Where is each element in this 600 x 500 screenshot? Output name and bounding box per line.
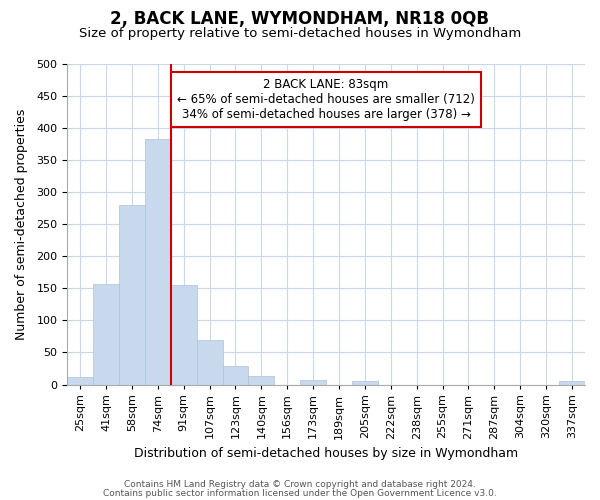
Text: Size of property relative to semi-detached houses in Wymondham: Size of property relative to semi-detach…: [79, 28, 521, 40]
Bar: [352, 382, 378, 384]
Text: Contains public sector information licensed under the Open Government Licence v3: Contains public sector information licen…: [103, 488, 497, 498]
Bar: [223, 366, 248, 384]
Bar: [119, 205, 145, 384]
Bar: [559, 382, 585, 384]
Text: 2 BACK LANE: 83sqm
← 65% of semi-detached houses are smaller (712)
34% of semi-d: 2 BACK LANE: 83sqm ← 65% of semi-detache…: [177, 78, 475, 121]
Text: 2, BACK LANE, WYMONDHAM, NR18 0QB: 2, BACK LANE, WYMONDHAM, NR18 0QB: [110, 10, 490, 28]
Y-axis label: Number of semi-detached properties: Number of semi-detached properties: [15, 108, 28, 340]
Text: Contains HM Land Registry data © Crown copyright and database right 2024.: Contains HM Land Registry data © Crown c…: [124, 480, 476, 489]
Bar: [197, 340, 223, 384]
X-axis label: Distribution of semi-detached houses by size in Wymondham: Distribution of semi-detached houses by …: [134, 447, 518, 460]
Bar: [171, 285, 197, 384]
Bar: [300, 380, 326, 384]
Bar: [145, 139, 171, 384]
Bar: [67, 377, 93, 384]
Bar: [93, 284, 119, 384]
Bar: [248, 376, 274, 384]
